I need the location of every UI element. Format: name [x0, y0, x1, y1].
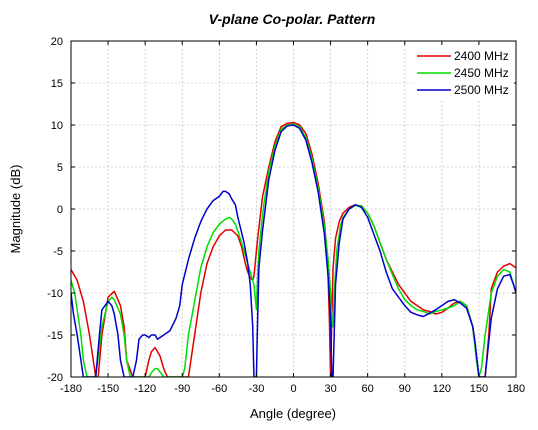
x-tick-label: -180 [60, 383, 82, 395]
legend-label-1: 2400 MHz [454, 49, 509, 63]
y-tick-label: -20 [47, 372, 63, 384]
x-axis-label: Angle (degree) [250, 406, 336, 421]
x-tick-label: -60 [211, 383, 227, 395]
y-axis-label: Magnitude (dB) [8, 165, 23, 254]
y-tick-label: 15 [51, 78, 63, 90]
x-tick-label: -150 [97, 383, 119, 395]
x-tick-label: 90 [399, 383, 411, 395]
y-tick-label: -15 [47, 330, 63, 342]
y-tick-label: -10 [47, 288, 63, 300]
y-tick-label: -5 [53, 246, 63, 258]
legend-label-2: 2450 MHz [454, 66, 509, 80]
y-tick-label: 10 [51, 120, 63, 132]
x-tick-label: -30 [248, 383, 264, 395]
y-tick-label: 5 [57, 162, 63, 174]
series-line-1 [71, 121, 516, 377]
x-tick-label: 180 [507, 383, 525, 395]
x-tick-label: 60 [362, 383, 374, 395]
y-tick-label: 20 [51, 36, 63, 48]
x-tick-label: -120 [134, 383, 156, 395]
series-lines [71, 121, 516, 377]
legend: 2400 MHz 2450 MHz 2500 MHz [412, 45, 514, 101]
legend-label-3: 2500 MHz [454, 83, 509, 97]
y-tick-label: 0 [57, 204, 63, 216]
x-tick-label: 0 [290, 383, 296, 395]
x-tick-label: 30 [324, 383, 336, 395]
chart-title: V-plane Co-polar. Pattern [209, 11, 376, 27]
x-tick-label: 150 [470, 383, 488, 395]
tick-labels: -180 -150 -120 -90 -60 -30 0 30 60 90 120 150 180-20… [47, 36, 525, 395]
series-line-3 [71, 124, 516, 377]
x-tick-label: 120 [433, 383, 451, 395]
x-tick-label: -90 [174, 383, 190, 395]
